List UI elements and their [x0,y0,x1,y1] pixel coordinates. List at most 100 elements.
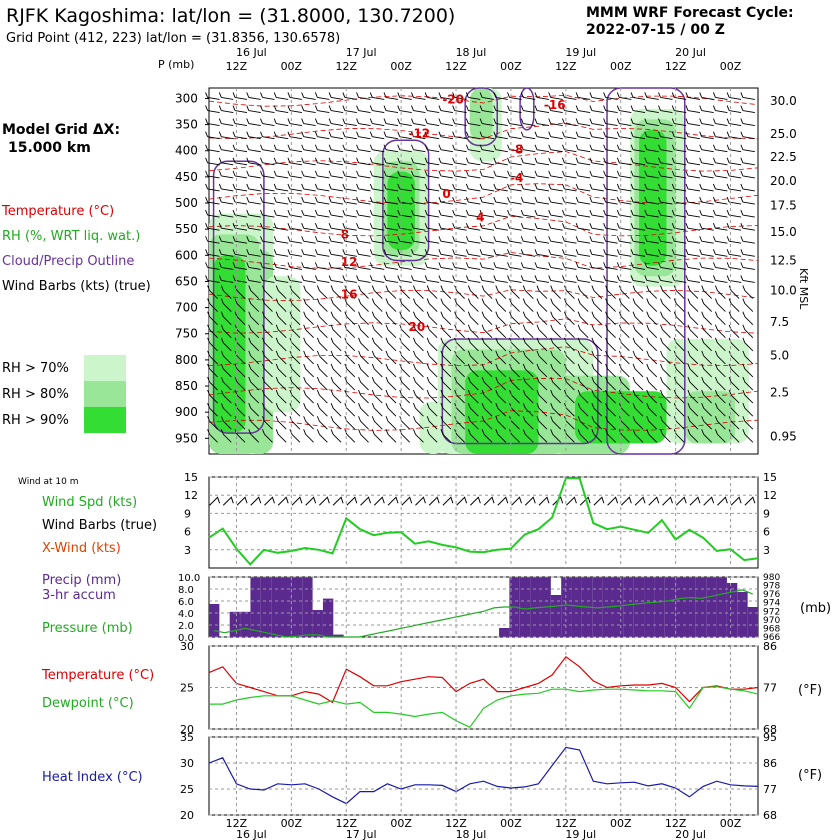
wind-barb [685,249,701,257]
wind-barb [495,389,507,404]
wind-barb [220,403,232,417]
wind-barb [479,223,495,231]
precip-bar [260,577,272,637]
wind-barb [218,236,234,244]
wind-barb [742,389,754,404]
wind-barb [218,170,234,179]
wind-barb [712,209,728,218]
temp-f-unit-label: (°F) [798,683,822,698]
wind-barb [260,275,275,283]
wind-barb [687,337,699,352]
precip-bar [322,598,334,637]
wind-barb [658,223,673,231]
heat-ytick-f-86: 86 [763,757,777,770]
wind-barb [575,275,591,283]
wind-barb [424,275,440,283]
top-time-tick-7: 00Z [610,60,632,73]
wind-barb [548,105,563,113]
precip-bar [633,577,645,637]
wind-barb [287,144,302,153]
wind-barb [385,324,397,339]
wind-barb [275,363,287,378]
cloud-outline-1 [382,139,430,262]
wind-barb [589,105,604,113]
wind-barb [495,311,507,325]
wind-barb [534,105,550,113]
wind-barb [632,416,644,430]
wind-barb [671,275,687,283]
wind-barb [685,262,701,270]
wind-barb [591,311,603,325]
wind-barb [356,105,371,113]
wind-barb [275,298,287,312]
wind-barb [479,209,495,218]
wind-barb [507,275,522,283]
wind-barb [218,223,234,231]
wind-barb [520,118,536,127]
wind-barb [658,170,673,179]
wind-barb [671,209,687,218]
wind-barb [699,223,714,231]
wind-barb [685,275,701,283]
wind-barb [577,324,589,339]
wind-barb [273,170,289,179]
bottom-date-2: 18 Jul [456,828,487,840]
wind-barb [220,376,232,391]
wind-barb [301,209,316,218]
wind-barb [630,196,646,205]
wind-barb [356,275,371,283]
wind-barb [205,183,220,192]
wind-barb [660,350,671,365]
height-label-5: 15.0 [770,225,797,239]
precip-bar [612,577,624,637]
wind-barb [660,403,671,417]
pressure-label-650: 650 [175,274,198,288]
wind-barb [234,376,246,391]
wind-barb [507,105,522,113]
wind-barb [218,262,234,270]
wind-barb [507,249,522,257]
wind-barb [397,275,412,283]
wind-barb [534,262,550,270]
wind-barb [301,157,316,166]
wind-barb [303,337,314,352]
wind-barb [426,429,438,443]
wind-barb [577,376,589,391]
precip-bar [706,577,717,637]
wind-barb [699,157,714,166]
wind-barb [220,285,232,299]
wind-barb [262,350,273,365]
pressure-tick-2: 970 [763,616,780,626]
wind-barb [385,376,397,391]
wind-barb [303,324,314,339]
wind-barb [426,403,438,417]
wind-barb [397,118,412,127]
wind-barb [260,209,275,218]
wind-barb [509,311,520,325]
wind-barb [465,118,481,127]
surface-wind-barb [717,496,728,506]
wind-barb [658,118,673,127]
wind-barb [303,416,314,430]
wind-barb [465,275,481,283]
wind-barb [220,416,232,430]
bottom-time-tick-7: 00Z [610,817,632,830]
wind-barb [328,144,344,153]
precip-bar [675,577,686,637]
wind-barb [714,350,726,365]
wind-barb [273,92,289,100]
wind-barb [658,249,673,257]
wind-barb [465,262,481,270]
wind-barb [658,92,673,100]
wind-barb [603,249,618,257]
temperature-label-4: -4 [510,171,523,185]
top-time-tick-1: 00Z [281,60,303,73]
wind-barb [207,403,218,417]
wind-barb [397,157,412,166]
wind-barb [591,429,603,443]
height-label-2: 22.5 [770,150,797,164]
wind-barb [493,196,508,205]
wind-barb [356,157,371,166]
wind-barb [481,285,493,299]
surface-wind-barb [360,496,372,506]
